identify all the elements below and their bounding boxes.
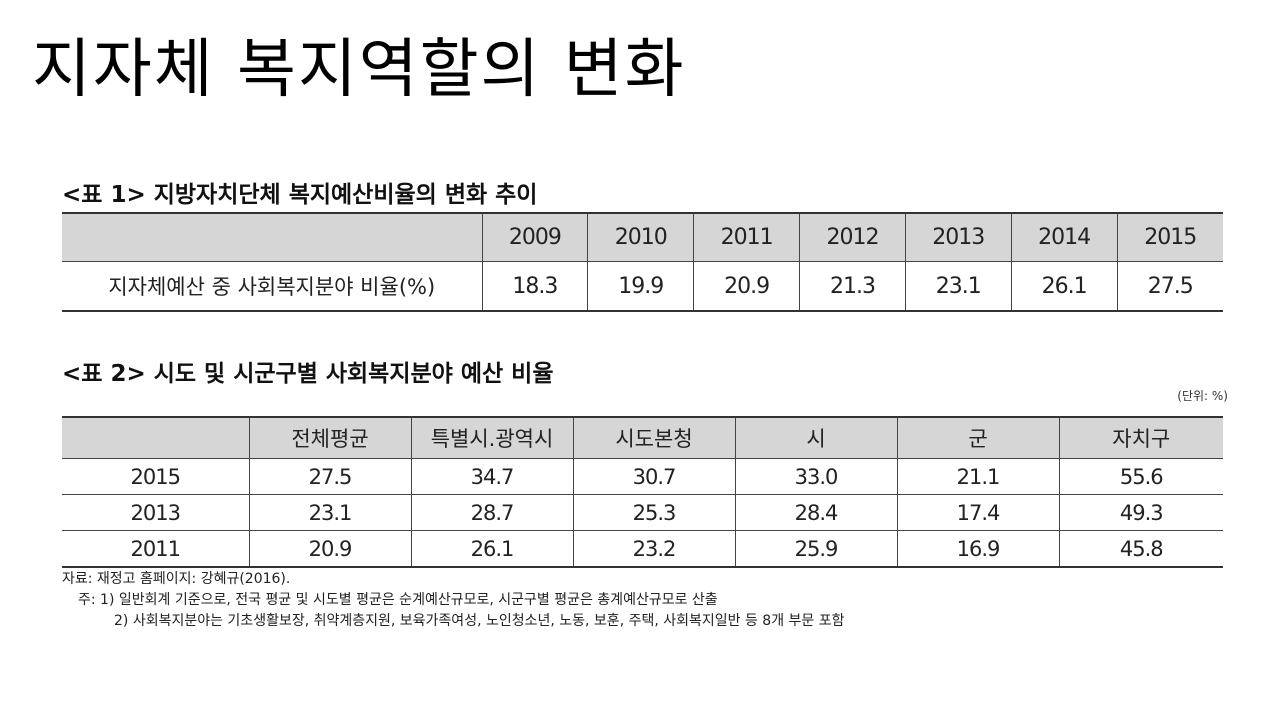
table1-row-label: 지자체예산 중 사회복지분야 비율(%) bbox=[108, 275, 436, 299]
table2-cell: 25.9 bbox=[734, 530, 897, 567]
table2-caption: <표 2> 시도 및 시군구별 사회복지분야 예산 비율 bbox=[62, 361, 554, 387]
table2-column-header: 특별시.광역시 bbox=[410, 417, 573, 459]
table2-cell: 23.2 bbox=[572, 530, 735, 567]
table1-header-blank bbox=[62, 213, 482, 262]
table2-cell: 16.9 bbox=[896, 530, 1059, 567]
welfare-budget-trend-table: 2009 2010 2011 2012 2013 2014 2015 지자체예산… bbox=[62, 212, 1223, 312]
table-row: 2015 27.5 34.7 30.7 33.0 21.1 55.6 bbox=[62, 458, 1223, 495]
table1-year-header: 2013 bbox=[904, 213, 1012, 262]
table2-cell: 21.1 bbox=[896, 458, 1059, 495]
table1-cell: 19.9 bbox=[587, 261, 694, 311]
table2-cell: 28.7 bbox=[410, 494, 573, 531]
slide-title: 지자체 복지역할의 변화 bbox=[32, 33, 686, 107]
footnote-2: 2) 사회복지분야는 기초생활보장, 취약계층지원, 보육가족여성, 노인청소년… bbox=[114, 613, 845, 629]
table2-cell: 27.5 bbox=[248, 458, 411, 495]
table2-year-cell: 2013 bbox=[62, 494, 249, 531]
table2-cell: 49.3 bbox=[1058, 494, 1223, 531]
table1-cell: 23.1 bbox=[904, 261, 1012, 311]
table2-column-header: 전체평균 bbox=[248, 417, 411, 459]
table-row: 2011 20.9 26.1 23.2 25.9 16.9 45.8 bbox=[62, 530, 1223, 567]
table-notes: 자료: 재정고 홈페이지: 강혜규(2016). 주: 1) 일반회계 기준으로… bbox=[62, 569, 845, 632]
table1-cell: 27.5 bbox=[1116, 261, 1223, 311]
table2-cell: 23.1 bbox=[248, 494, 411, 531]
table1-cell: 21.3 bbox=[799, 261, 906, 311]
table-row: 2013 23.1 28.7 25.3 28.4 17.4 49.3 bbox=[62, 494, 1223, 531]
source-note: 자료: 재정고 홈페이지: 강혜규(2016). bbox=[62, 571, 291, 587]
table2-cell: 30.7 bbox=[572, 458, 735, 495]
table2-year-cell: 2015 bbox=[62, 458, 249, 495]
table2-column-header: 시 bbox=[734, 417, 897, 459]
table2-cell: 55.6 bbox=[1058, 458, 1223, 495]
unit-label: (단위: %) bbox=[1177, 389, 1228, 403]
table1-year-header: 2009 bbox=[481, 213, 588, 262]
table2-cell: 17.4 bbox=[896, 494, 1059, 531]
table2-cell: 26.1 bbox=[410, 530, 573, 567]
table2-column-header: 자치구 bbox=[1058, 417, 1223, 459]
table2-year-cell: 2011 bbox=[130, 536, 181, 561]
table1-cell: 18.3 bbox=[481, 261, 588, 311]
table2-cell: 25.3 bbox=[572, 494, 735, 531]
table2-cell: 45.8 bbox=[1058, 530, 1223, 567]
table2-cell: 28.4 bbox=[734, 494, 897, 531]
table2-column-header: 시도본청 bbox=[572, 417, 735, 459]
footnote-1: 주: 1) 일반회계 기준으로, 전국 평균 및 시도별 평균은 순계예산규모로… bbox=[78, 592, 718, 608]
regional-welfare-budget-table: 전체평균 특별시.광역시 시도본청 시 군 자치구 2015 27.5 34.7… bbox=[62, 416, 1223, 568]
table1-year-header: 2014 bbox=[1010, 213, 1118, 262]
table-row: 지자체예산 중 사회복지분야 비율(%) 18.3 19.9 20.9 21.3… bbox=[62, 261, 1223, 311]
table1-caption: <표 1> 지방자치단체 복지예산비율의 변화 추이 bbox=[62, 182, 538, 208]
table1-year-header: 2015 bbox=[1116, 213, 1223, 262]
table2-cell: 20.9 bbox=[248, 530, 411, 567]
table2-cell: 34.7 bbox=[410, 458, 573, 495]
table2-column-header: 군 bbox=[896, 417, 1059, 459]
table2-cell: 33.0 bbox=[734, 458, 897, 495]
table1-cell: 20.9 bbox=[693, 261, 800, 311]
table1-header-row: 2009 2010 2011 2012 2013 2014 2015 bbox=[62, 213, 1223, 262]
table1-year-header: 2010 bbox=[587, 213, 694, 262]
table1-cell: 26.1 bbox=[1010, 261, 1118, 311]
table2-header-blank bbox=[62, 417, 249, 459]
table2-header-row: 전체평균 특별시.광역시 시도본청 시 군 자치구 bbox=[62, 417, 1223, 459]
table1-year-header: 2011 bbox=[693, 213, 800, 262]
table1-year-header: 2012 bbox=[799, 213, 906, 262]
